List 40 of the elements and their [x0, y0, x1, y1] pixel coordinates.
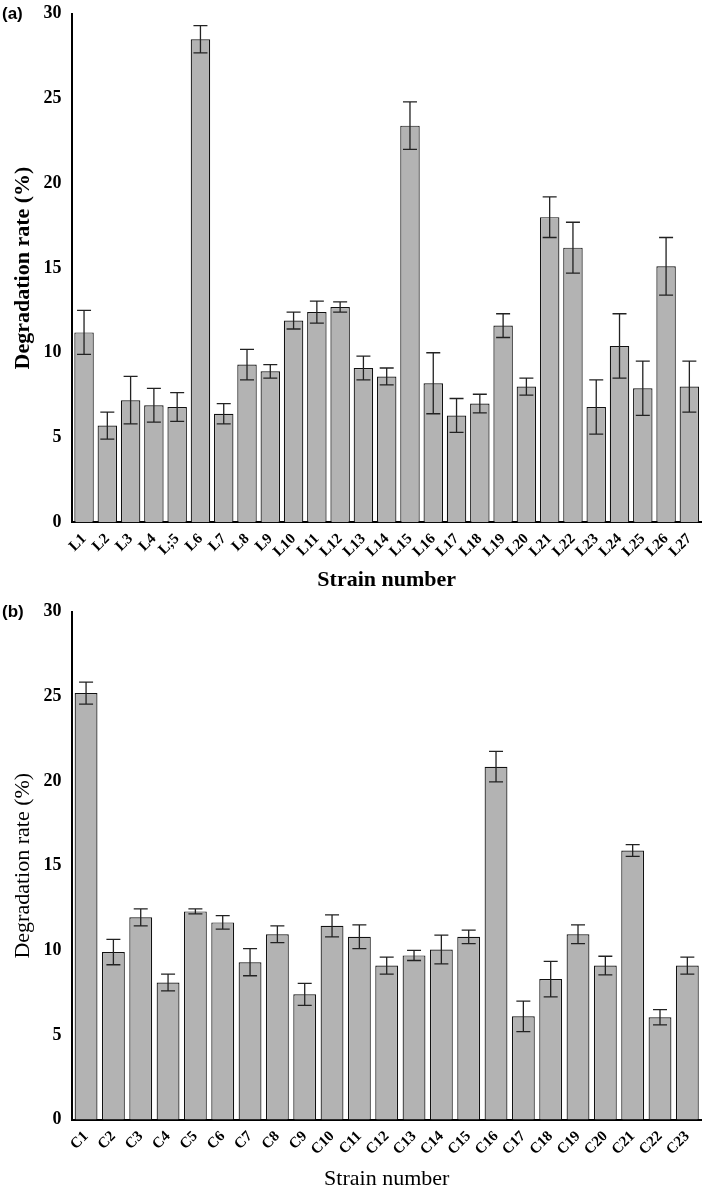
x-axis-title: Strain number [324, 1164, 450, 1190]
x-tick-label: C3 [121, 1127, 146, 1152]
y-tick-label: 30 [43, 2, 62, 23]
x-tick-label: L8 [228, 530, 252, 554]
x-tick-label: L1 [65, 530, 89, 554]
x-tick-label: C6 [203, 1127, 228, 1152]
y-tick-label: 0 [52, 1108, 62, 1129]
y-tick-label: 25 [43, 685, 62, 706]
x-tick-label: L2 [88, 530, 113, 554]
x-tick-label: C22 [635, 1127, 665, 1158]
x-axis-title: Strain number [317, 566, 457, 592]
x-tick-label: C4 [148, 1127, 174, 1152]
y-axis-title: Degradation rate (%) [8, 772, 34, 959]
y-tick-label: 10 [43, 938, 62, 959]
y-tick-label: 15 [43, 256, 62, 277]
x-tick-label: L6 [181, 529, 206, 554]
chart-title: (b) [2, 602, 24, 622]
y-tick-label: 5 [52, 426, 62, 447]
y-tick-label: 20 [43, 171, 62, 192]
y-axis-title: Degradation rate (%) [8, 166, 34, 370]
y-tick-label: 5 [52, 1023, 62, 1044]
x-tick-label: C19 [553, 1127, 583, 1158]
x-tick-label: C5 [175, 1127, 201, 1152]
y-tick-label: 0 [52, 510, 62, 531]
x-tick-label: C23 [662, 1127, 693, 1158]
x-tick-label: C10 [307, 1127, 337, 1158]
y-tick-label: 30 [43, 600, 62, 621]
x-tick-label: C2 [93, 1127, 119, 1152]
y-tick-label: 15 [43, 854, 62, 875]
x-tick-label: C8 [257, 1127, 283, 1152]
x-tick-label: C1 [66, 1127, 91, 1152]
x-tick-label: L7 [204, 529, 229, 554]
x-tick-label: C9 [285, 1127, 310, 1152]
x-tick-label: C7 [230, 1127, 256, 1152]
x-tick-label: C13 [389, 1127, 419, 1158]
y-tick-label: 10 [43, 341, 62, 362]
y-tick-label: 20 [43, 769, 62, 790]
y-tick-label: 25 [43, 87, 62, 108]
chart-title: (a) [2, 4, 23, 24]
x-tick-label: L3 [111, 530, 136, 554]
